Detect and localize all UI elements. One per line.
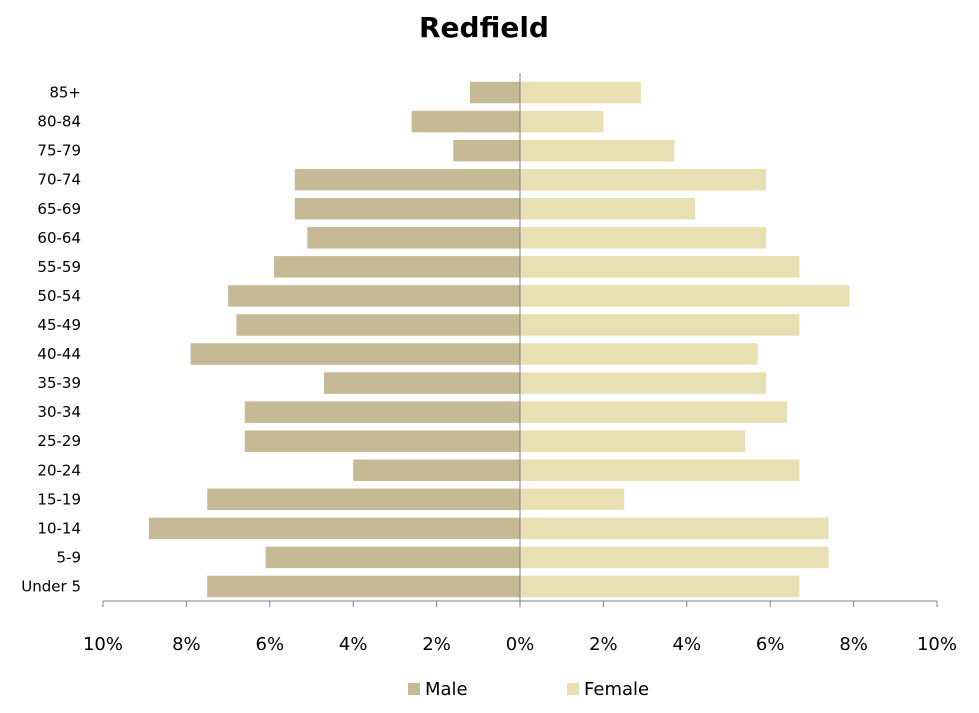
category-label: 70-74 bbox=[37, 171, 81, 189]
category-label: 65-69 bbox=[37, 200, 81, 218]
category-labels: 85+ 80-84 75-79 70-74 65-69 60-64 55-59 50-54 45… bbox=[21, 84, 81, 596]
bar-female-1 bbox=[520, 110, 604, 133]
bar-male-12 bbox=[244, 430, 520, 452]
category-label: Under 5 bbox=[21, 577, 81, 595]
category-label: 20-24 bbox=[37, 461, 81, 479]
category-label: 85+ bbox=[49, 84, 81, 102]
category-label: 55-59 bbox=[37, 258, 81, 276]
bar-male-2 bbox=[453, 139, 520, 162]
bar-female-14 bbox=[520, 488, 625, 511]
x-tick-label: 8% bbox=[839, 634, 868, 655]
bar-female-0 bbox=[520, 81, 641, 104]
bar-male-15 bbox=[148, 517, 520, 540]
bar-female-15 bbox=[520, 517, 829, 540]
bar-male-11 bbox=[244, 401, 520, 423]
legend-swatch-female bbox=[567, 683, 579, 695]
x-tick-label: 4% bbox=[339, 634, 368, 655]
bar-male-10 bbox=[324, 372, 520, 394]
category-label: 5-9 bbox=[57, 548, 82, 566]
chart-title: Redfield bbox=[419, 11, 549, 44]
x-tick-label: 10% bbox=[917, 634, 957, 655]
bar-female-10 bbox=[520, 372, 767, 394]
x-tick-label: 0% bbox=[506, 634, 535, 655]
bar-female-2 bbox=[520, 139, 675, 162]
x-tick-label: 2% bbox=[422, 634, 451, 655]
x-tick-label: 8% bbox=[172, 634, 201, 655]
axes: 10% 8% 6% 4% 2% 0% 2% 4% 6% 8% 10% bbox=[83, 73, 957, 655]
category-label: 25-29 bbox=[37, 432, 81, 450]
bar-female-17 bbox=[520, 575, 800, 598]
bar-male-9 bbox=[190, 343, 520, 365]
category-label: 40-44 bbox=[37, 345, 81, 363]
category-label: 75-79 bbox=[37, 142, 81, 160]
bar-male-14 bbox=[207, 488, 520, 511]
bar-male-13 bbox=[353, 459, 520, 481]
bar-male-3 bbox=[294, 168, 520, 191]
bar-male-7 bbox=[228, 285, 520, 307]
category-label: 45-49 bbox=[37, 316, 81, 334]
category-label: 10-14 bbox=[37, 519, 81, 537]
bar-female-4 bbox=[520, 198, 696, 220]
category-label: 80-84 bbox=[37, 113, 81, 131]
x-tick-label: 6% bbox=[256, 634, 285, 655]
category-label: 15-19 bbox=[37, 490, 81, 508]
x-tick-label: 2% bbox=[589, 634, 618, 655]
bar-female-7 bbox=[520, 285, 850, 307]
bar-male-16 bbox=[265, 546, 520, 569]
bar-female-11 bbox=[520, 401, 787, 423]
bar-male-1 bbox=[411, 110, 520, 133]
bars-layer bbox=[148, 81, 850, 598]
category-label: 50-54 bbox=[37, 287, 81, 305]
legend: Male Female bbox=[408, 679, 649, 700]
bar-male-6 bbox=[273, 256, 520, 278]
category-label: 30-34 bbox=[37, 403, 81, 421]
bar-female-12 bbox=[520, 430, 746, 452]
bar-female-8 bbox=[520, 314, 800, 336]
bar-female-9 bbox=[520, 343, 758, 365]
bar-female-5 bbox=[520, 227, 767, 249]
bar-male-17 bbox=[207, 575, 520, 598]
x-tick-label: 10% bbox=[83, 634, 123, 655]
bar-male-5 bbox=[307, 227, 520, 249]
x-tick-label: 4% bbox=[673, 634, 702, 655]
bar-female-6 bbox=[520, 256, 800, 278]
category-label: 35-39 bbox=[37, 374, 81, 392]
bar-female-3 bbox=[520, 168, 767, 191]
bar-female-16 bbox=[520, 546, 829, 569]
bar-male-8 bbox=[236, 314, 520, 336]
legend-label-female: Female bbox=[584, 679, 649, 700]
legend-label-male: Male bbox=[425, 679, 468, 700]
category-label: 60-64 bbox=[37, 229, 81, 247]
bar-male-4 bbox=[294, 198, 520, 220]
legend-swatch-male bbox=[408, 683, 420, 695]
bar-female-13 bbox=[520, 459, 800, 481]
bar-male-0 bbox=[469, 81, 520, 104]
x-tick-label: 6% bbox=[756, 634, 785, 655]
